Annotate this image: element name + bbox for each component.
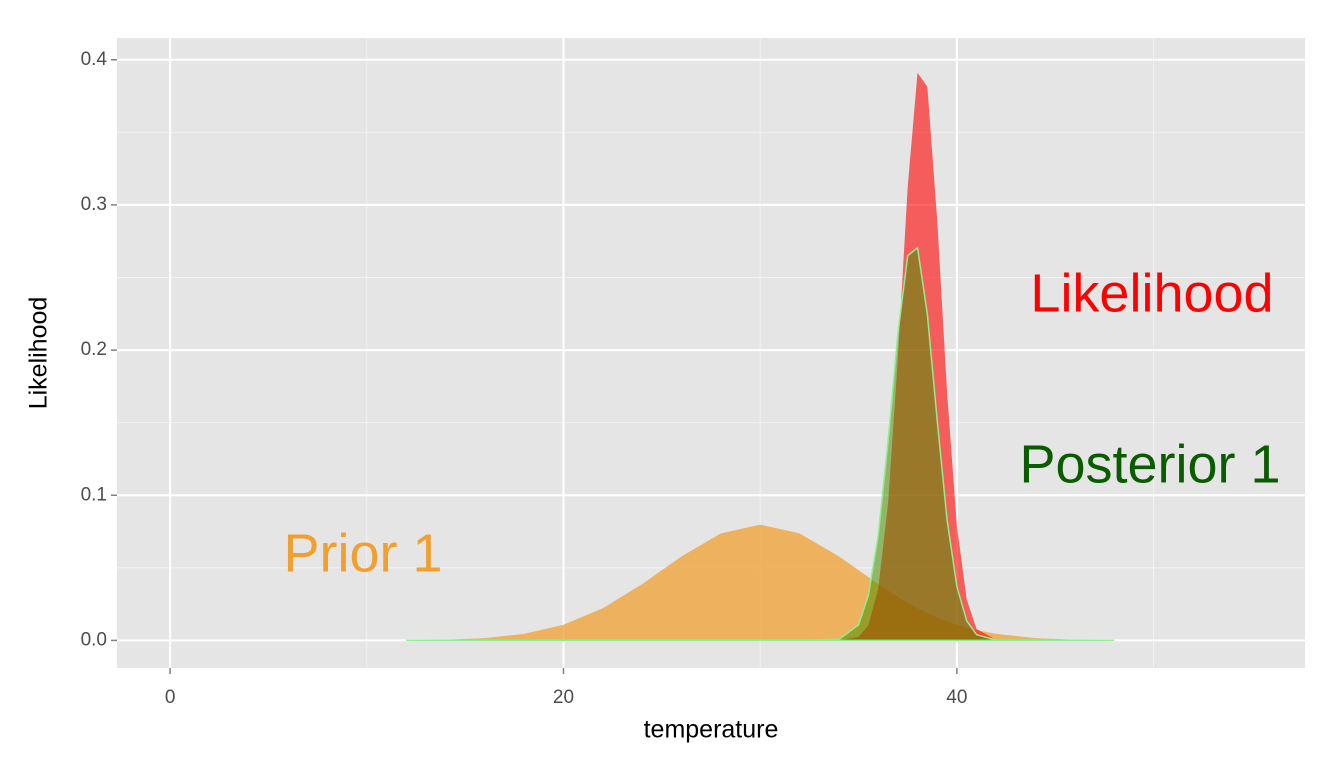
- x-axis-title: temperature: [644, 716, 779, 744]
- x-tick-label: 40: [946, 687, 967, 708]
- y-tick-label: 0.3: [81, 194, 107, 215]
- series-label: Likelihood: [1030, 263, 1273, 323]
- density-area: [406, 524, 1115, 641]
- x-tick-label: 0: [165, 687, 176, 708]
- x-tick-label: 20: [553, 687, 574, 708]
- series-label: Prior 1: [283, 523, 442, 583]
- areas: [406, 72, 1115, 642]
- density-area: [406, 246, 1115, 642]
- y-tick-label: 0.2: [81, 339, 107, 360]
- y-tick-label: 0.4: [81, 49, 108, 70]
- y-axis-title: Likelihood: [25, 297, 53, 410]
- y-tick-label: 0.0: [81, 629, 107, 650]
- y-tick-label: 0.1: [81, 484, 107, 505]
- series-label: Posterior 1: [1019, 434, 1280, 494]
